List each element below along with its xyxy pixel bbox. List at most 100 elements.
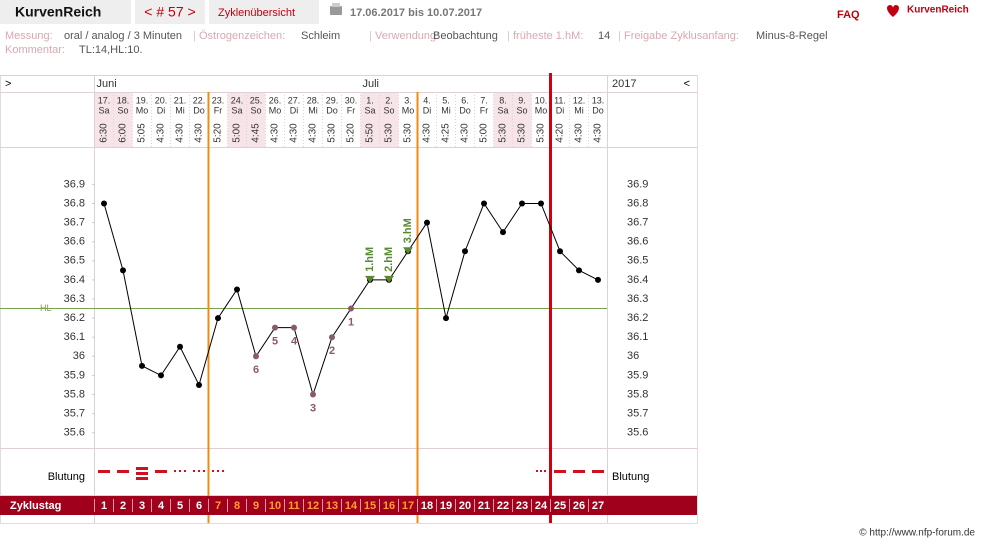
- weekday: So: [383, 105, 394, 115]
- bleeding-mark: [198, 470, 200, 472]
- nav-left: >: [5, 78, 11, 90]
- day-date: 10.: [535, 95, 548, 105]
- weekend-shade: [246, 92, 266, 147]
- date-range: 17.06.2017 bis 10.07.2017: [350, 7, 482, 19]
- month: Juni: [97, 78, 117, 90]
- low-label: 3: [310, 402, 316, 414]
- bleeding-mark: [592, 470, 604, 473]
- weekday: Mi: [175, 105, 185, 115]
- info-value: Beobachtung: [433, 30, 498, 42]
- cycle-day: 2: [120, 500, 126, 512]
- cycle-day-row: [0, 496, 697, 515]
- bleeding-mark: [136, 467, 148, 470]
- bleeding-mark: [544, 470, 546, 472]
- temperature-point: [101, 200, 107, 207]
- peak-marker: [365, 275, 375, 283]
- temperature-point: [576, 267, 582, 274]
- low-label: 6: [253, 364, 259, 376]
- cycle-day: 23: [516, 500, 528, 512]
- y-tick-label-right: 35.7: [627, 408, 648, 420]
- info-label: Verwendung:: [375, 30, 439, 42]
- bleeding-mark: [217, 470, 219, 472]
- y-tick-label: 35.7: [64, 408, 85, 420]
- day-date: 27.: [288, 95, 301, 105]
- weekday: Sa: [364, 105, 375, 115]
- measure-time: 5:20: [213, 123, 224, 143]
- cycle-day: 1: [101, 500, 107, 512]
- comment-value: TL:14,HL:10.: [79, 44, 143, 56]
- separator: |: [369, 30, 372, 42]
- measure-time: 5:00: [479, 123, 490, 143]
- print-icon-paper: [332, 3, 340, 7]
- weekend-shade: [379, 92, 399, 147]
- separator: |: [618, 30, 621, 42]
- cycle-day: 3: [139, 500, 145, 512]
- temperature-point: [139, 362, 145, 369]
- bleeding-label-right: Blutung: [612, 471, 649, 483]
- y-tick-label-right: 36.1: [627, 331, 648, 343]
- y-tick-label: 36.2: [64, 312, 85, 324]
- weekend-shade: [113, 92, 133, 147]
- cycle-nav[interactable]: < # 57 >: [144, 4, 195, 20]
- overview-link[interactable]: Zyklenübersicht: [218, 7, 295, 19]
- day-date: 3.: [404, 95, 412, 105]
- weekday: Mi: [574, 105, 584, 115]
- weekday: So: [250, 105, 261, 115]
- faq-link[interactable]: FAQ: [837, 9, 860, 21]
- weekday: Di: [290, 105, 299, 115]
- temperature-point: [481, 200, 487, 207]
- cycle-day: 14: [345, 500, 358, 512]
- y-tick-label: 36: [73, 350, 85, 362]
- nav-right: <: [684, 78, 690, 90]
- low-label: 2: [329, 345, 335, 357]
- y-tick-label-right: 36.8: [627, 197, 648, 209]
- temperature-point: [538, 200, 544, 207]
- temperature-point: [120, 267, 126, 274]
- weekday: Do: [193, 105, 205, 115]
- y-tick-label: 36.1: [64, 331, 85, 343]
- bleeding-mark: [222, 470, 224, 472]
- day-date: 7.: [480, 95, 488, 105]
- weekday: Fr: [347, 105, 356, 115]
- day-date: 23.: [212, 95, 225, 105]
- print-icon[interactable]: [330, 6, 342, 15]
- day-date: 6.: [461, 95, 469, 105]
- cycle-day-label: Zyklustag: [10, 500, 61, 512]
- measure-time: 5:50: [365, 123, 376, 143]
- temperature-point: [519, 200, 525, 207]
- info-label: früheste 1.hM:: [513, 30, 583, 42]
- logo-text[interactable]: KurvenReich: [907, 5, 969, 16]
- weekday: Mi: [308, 105, 318, 115]
- y-tick-label-right: 36: [627, 350, 639, 362]
- cycle-day: 7: [215, 500, 221, 512]
- measure-time: 4:30: [270, 123, 281, 143]
- footer: © http://www.nfp-forum.de: [859, 528, 975, 539]
- app-title[interactable]: KurvenReich: [15, 4, 101, 20]
- cycle-day: 8: [234, 500, 240, 512]
- measure-time: 4:30: [422, 123, 433, 143]
- cycle-day: 21: [478, 500, 490, 512]
- measure-time: 4:30: [175, 123, 186, 143]
- weekday: Mo: [535, 105, 548, 115]
- info-label: Messung:: [5, 30, 53, 42]
- day-date: 24.: [231, 95, 244, 105]
- comment-label: Kommentar:: [5, 44, 65, 56]
- temperature-point: [329, 334, 335, 341]
- day-date: 18.: [117, 95, 130, 105]
- temperature-point: [348, 305, 354, 312]
- measure-time: 5:30: [327, 123, 338, 143]
- cycle-day: 12: [307, 500, 319, 512]
- bleeding-marks: [98, 467, 604, 480]
- y-tick-label-right: 35.8: [627, 388, 648, 400]
- measure-time: 5:30: [403, 123, 414, 143]
- weekday: So: [117, 105, 128, 115]
- cycle-day: 6: [196, 500, 202, 512]
- month: Juli: [363, 78, 380, 90]
- weekday: Mo: [136, 105, 149, 115]
- weekday: Do: [459, 105, 471, 115]
- weekday: Di: [556, 105, 565, 115]
- bleeding-mark: [573, 470, 585, 473]
- weekend-shade: [94, 92, 114, 147]
- temperature-point: [595, 276, 601, 283]
